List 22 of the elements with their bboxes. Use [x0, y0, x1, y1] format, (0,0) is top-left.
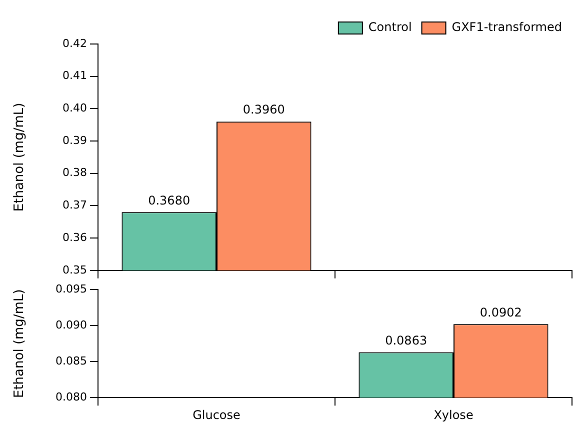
- y-tick-label: 0.38: [62, 166, 87, 180]
- y-tick-label: 0.42: [62, 36, 87, 50]
- y-axis-title: Ethanol (mg/mL): [12, 289, 28, 398]
- legend-label: Control: [368, 20, 412, 34]
- data-label: 0.3680: [148, 193, 190, 208]
- data-label: 0.3960: [242, 102, 285, 117]
- y-tick-label: 0.37: [62, 198, 87, 212]
- y-tick-label: 0.40: [62, 102, 87, 115]
- y-tick-label: 0.39: [62, 134, 87, 147]
- y-axis-title: Ethanol (mg/mL): [12, 102, 28, 212]
- y-tick-label: 0.41: [62, 69, 87, 82]
- y-tick-label: 0.085: [56, 354, 87, 368]
- y-tick-label: 0.080: [56, 390, 87, 404]
- data-label: 0.0902: [480, 305, 522, 320]
- y-tick-label: 0.35: [62, 263, 87, 276]
- x-tick-label: Xylose: [434, 408, 474, 422]
- data-label: 0.0863: [385, 333, 428, 348]
- y-tick-label: 0.095: [56, 282, 87, 296]
- y-tick-label: 0.090: [56, 318, 87, 332]
- y-tick-label: 0.36: [62, 230, 87, 244]
- legend-label: GXF1-transformed: [452, 20, 562, 34]
- x-tick-label: Glucose: [192, 408, 240, 422]
